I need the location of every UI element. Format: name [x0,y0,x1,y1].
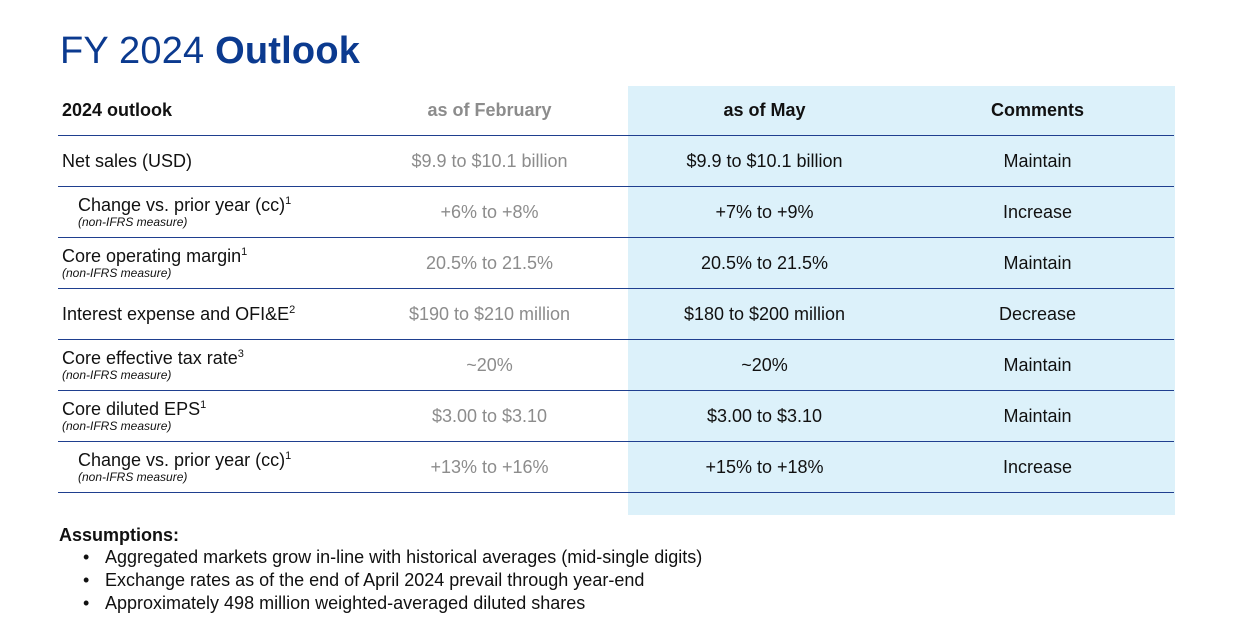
cell-comment: Increase [901,186,1174,238]
bullet-icon: • [83,593,90,613]
cell-may: $3.00 to $3.10 [628,390,901,442]
table-row: Core diluted EPS1 (non-IFRS measure) $3.0… [58,390,1174,442]
footnote-marker: 1 [241,246,248,258]
cell-may: $180 to $200 million [628,288,901,340]
row-label: Interest expense and OFI&E2 [58,288,351,340]
bullet-icon: • [83,547,90,567]
cell-comment: Maintain [901,390,1174,442]
row-label: Change vs. prior year (cc)1 (non-IFRS mea… [58,441,351,493]
cell-may: $9.9 to $10.1 billion [628,135,901,187]
row-label-text: Interest expense and OFI&E [62,304,290,324]
cell-february: $190 to $210 million [351,288,628,340]
list-item: • Aggregated markets grow in-line with hi… [83,546,1159,569]
table-row: Change vs. prior year (cc)1 (non-IFRS mea… [58,186,1174,238]
table-row: Net sales (USD) $9.9 to $10.1 billion $9… [58,135,1174,187]
table-row: Interest expense and OFI&E2 $190 to $210… [58,288,1174,340]
header-february: as of February [351,86,628,136]
cell-may: 20.5% to 21.5% [628,237,901,289]
cell-may: +7% to +9% [628,186,901,238]
footnote-marker: 3 [237,348,244,360]
assumption-text: Exchange rates as of the end of April 20… [105,570,645,590]
title-prefix: FY 2024 [60,30,205,72]
header-outlook: 2024 outlook [58,86,351,136]
row-label-text: Core effective tax rate [62,348,238,368]
cell-may: +15% to +18% [628,441,901,493]
row-label: Net sales (USD) [58,135,351,187]
outlook-table: 2024 outlook as of February as of May Co… [58,86,1174,493]
cell-comment: Maintain [901,237,1174,289]
cell-february: +13% to +16% [351,441,628,493]
row-note: (non-IFRS measure) [62,266,172,280]
header-comments: Comments [901,86,1174,136]
row-note: (non-IFRS measure) [78,215,188,229]
row-label: Core operating margin1 (non-IFRS measure) [58,237,351,289]
row-note: (non-IFRS measure) [78,470,188,484]
assumptions-heading: Assumptions: [59,525,180,545]
list-item: • Exchange rates as of the end of April 2… [83,569,1159,592]
cell-comment: Maintain [901,135,1174,187]
cell-february: ~20% [351,339,628,391]
footnote-marker: 2 [289,304,296,316]
cell-february: $9.9 to $10.1 billion [351,135,628,187]
row-note: (non-IFRS measure) [62,368,172,382]
row-label-text: Core diluted EPS [62,399,201,419]
cell-may: ~20% [628,339,901,391]
header-may: as of May [628,86,901,136]
title-emphasis: Outlook [215,30,361,72]
cell-february: $3.00 to $3.10 [351,390,628,442]
row-label: Change vs. prior year (cc)1 (non-IFRS mea… [58,186,351,238]
cell-comment: Maintain [901,339,1174,391]
row-label-text: Core operating margin [62,246,242,266]
cell-comment: Decrease [901,288,1174,340]
row-label: Core effective tax rate3 (non-IFRS measur… [58,339,351,391]
row-label-text: Net sales (USD) [62,151,193,171]
assumption-text: Aggregated markets grow in-line with his… [105,547,703,567]
assumptions-list: • Aggregated markets grow in-line with hi… [59,546,1159,615]
table-row: Core effective tax rate3 (non-IFRS measur… [58,339,1174,391]
footnote-marker: 1 [285,450,292,462]
bullet-icon: • [83,570,90,590]
row-label-text: Change vs. prior year (cc) [78,195,286,215]
row-label-text: Change vs. prior year (cc) [78,450,286,470]
row-label: Core diluted EPS1 (non-IFRS measure) [58,390,351,442]
footnote-marker: 1 [200,399,207,411]
page-title: FY 2024 Outlook [60,30,360,73]
table-header-row: 2024 outlook as of February as of May Co… [58,86,1174,136]
assumptions-section: Assumptions: • Aggregated markets grow in… [59,524,1159,615]
cell-february: 20.5% to 21.5% [351,237,628,289]
table-row: Change vs. prior year (cc)1 (non-IFRS mea… [58,441,1174,493]
table-row: Core operating margin1 (non-IFRS measure)… [58,237,1174,289]
cell-comment: Increase [901,441,1174,493]
footnote-marker: 1 [285,195,292,207]
assumption-text: Approximately 498 million weighted-avera… [105,593,586,613]
cell-february: +6% to +8% [351,186,628,238]
row-note: (non-IFRS measure) [62,419,172,433]
list-item: • Approximately 498 million weighted-aver… [83,592,1159,615]
